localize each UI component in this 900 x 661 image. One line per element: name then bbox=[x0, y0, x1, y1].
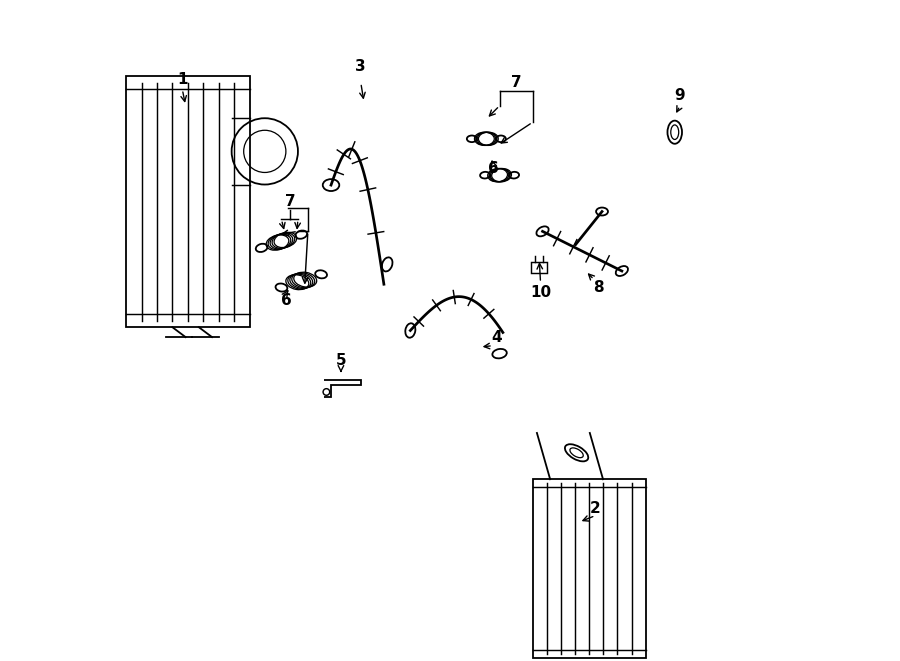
Text: 10: 10 bbox=[530, 285, 551, 299]
Text: 6: 6 bbox=[281, 293, 292, 308]
Text: 3: 3 bbox=[356, 59, 366, 73]
Text: 9: 9 bbox=[675, 89, 685, 103]
Text: 2: 2 bbox=[590, 502, 601, 516]
Text: 6: 6 bbox=[488, 161, 499, 176]
Text: 7: 7 bbox=[284, 194, 295, 209]
Text: 5: 5 bbox=[336, 353, 346, 368]
Bar bbox=[531, 262, 547, 273]
Text: 1: 1 bbox=[177, 72, 187, 87]
Text: 7: 7 bbox=[511, 75, 521, 90]
Text: 8: 8 bbox=[593, 280, 604, 295]
Text: 4: 4 bbox=[491, 330, 501, 344]
